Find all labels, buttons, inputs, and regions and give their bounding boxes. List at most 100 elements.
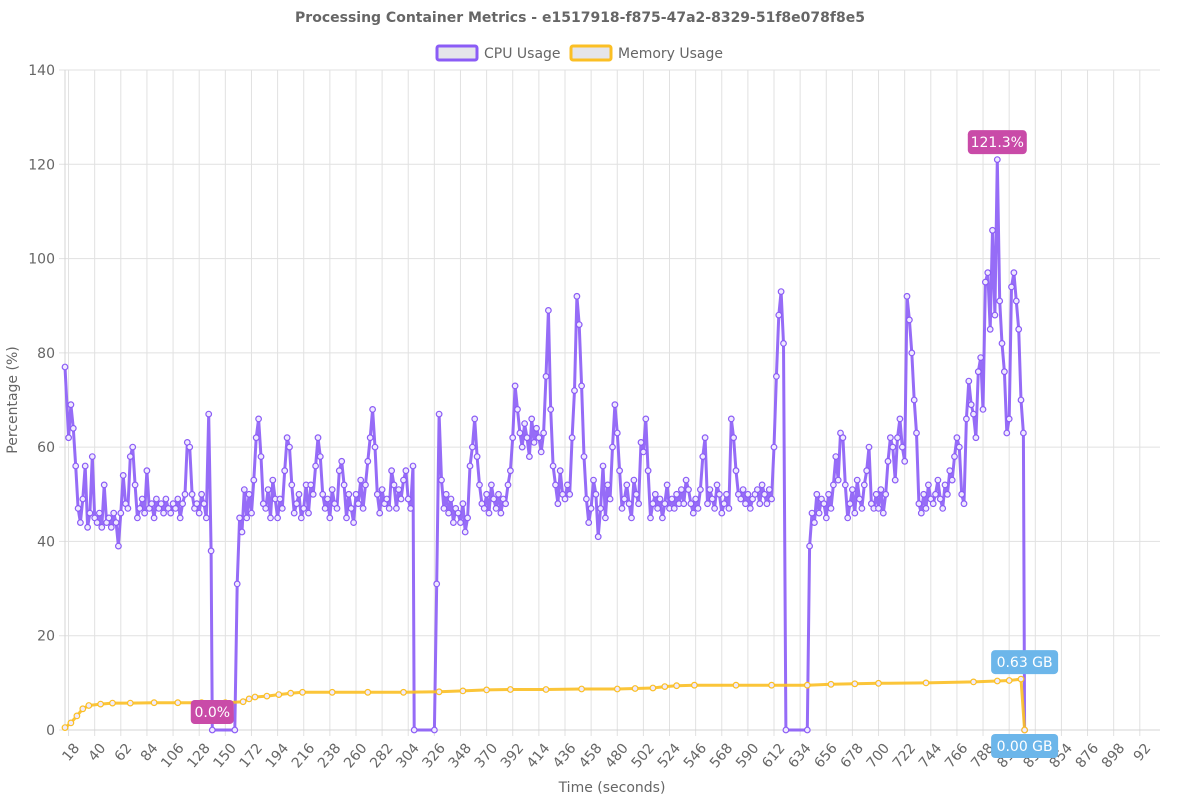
data-point-memory[interactable] <box>578 685 585 693</box>
data-point-cpu[interactable] <box>264 486 272 494</box>
data-point-cpu[interactable] <box>457 519 464 526</box>
data-point-cpu[interactable] <box>806 542 813 550</box>
data-point-cpu[interactable] <box>236 514 244 522</box>
data-point-memory[interactable] <box>435 688 443 696</box>
data-point-memory[interactable] <box>483 686 491 694</box>
data-point-cpu[interactable] <box>540 429 547 437</box>
data-point-cpu[interactable] <box>998 340 1006 347</box>
data-point-cpu[interactable] <box>858 505 866 512</box>
data-point-cpu[interactable] <box>552 481 559 489</box>
data-point-cpu[interactable] <box>100 481 108 489</box>
data-point-cpu[interactable] <box>929 500 937 508</box>
data-point-memory[interactable] <box>542 686 550 693</box>
data-point-cpu[interactable] <box>730 434 737 442</box>
data-point-cpu[interactable] <box>851 509 859 517</box>
data-point-cpu[interactable] <box>834 476 842 484</box>
data-point-cpu[interactable] <box>832 453 840 461</box>
data-point-cpu[interactable] <box>376 509 384 517</box>
data-point-cpu[interactable] <box>369 406 377 413</box>
data-point-cpu[interactable] <box>193 500 201 508</box>
data-point-cpu[interactable] <box>922 505 930 512</box>
data-point-cpu[interactable] <box>860 481 868 489</box>
data-point-cpu[interactable] <box>616 467 623 475</box>
data-point-cpu[interactable] <box>951 453 958 461</box>
data-point-cpu[interactable] <box>402 467 410 475</box>
data-point-cpu[interactable] <box>286 443 293 451</box>
data-point-cpu[interactable] <box>312 462 320 470</box>
data-point-cpu[interactable] <box>174 495 182 503</box>
data-point-cpu[interactable] <box>504 481 512 489</box>
data-point-cpu[interactable] <box>129 443 137 451</box>
data-point-cpu[interactable] <box>592 490 600 498</box>
data-point-cpu[interactable] <box>502 500 510 508</box>
data-point-cpu[interactable] <box>989 226 996 234</box>
data-point-cpu[interactable] <box>782 726 790 734</box>
data-point-cpu[interactable] <box>894 434 901 442</box>
data-point-cpu[interactable] <box>647 514 654 522</box>
data-point-cpu[interactable] <box>939 505 947 512</box>
data-point-memory[interactable] <box>67 719 75 727</box>
data-point-cpu[interactable] <box>925 481 932 489</box>
data-point-cpu[interactable] <box>853 476 861 484</box>
data-point-cpu[interactable] <box>442 490 450 498</box>
data-point-memory[interactable] <box>661 683 669 690</box>
data-point-cpu[interactable] <box>765 486 773 494</box>
data-point-cpu[interactable] <box>609 443 616 451</box>
data-point-cpu[interactable] <box>585 519 593 526</box>
data-point-cpu[interactable] <box>188 490 196 498</box>
data-point-cpu[interactable] <box>635 500 642 508</box>
data-point-cpu[interactable] <box>283 434 291 442</box>
data-point-cpu[interactable] <box>395 486 403 494</box>
data-point-cpu[interactable] <box>252 434 260 442</box>
data-point-cpu[interactable] <box>630 476 638 484</box>
data-point-cpu[interactable] <box>281 467 289 475</box>
data-point-cpu[interactable] <box>573 292 581 300</box>
data-point-cpu[interactable] <box>974 368 982 376</box>
data-point-cpu[interactable] <box>917 509 925 517</box>
data-point-cpu[interactable] <box>316 453 324 461</box>
data-point-cpu[interactable] <box>668 495 676 503</box>
data-point-cpu[interactable] <box>756 500 764 508</box>
data-point-cpu[interactable] <box>195 509 203 517</box>
data-point-cpu[interactable] <box>117 509 125 517</box>
data-point-cpu[interactable] <box>827 505 835 512</box>
data-point-cpu[interactable] <box>773 373 780 380</box>
data-point-memory[interactable] <box>287 689 295 697</box>
data-point-cpu[interactable] <box>290 509 298 517</box>
data-point-memory[interactable] <box>827 680 835 688</box>
data-point-cpu[interactable] <box>706 486 714 494</box>
data-point-cpu[interactable] <box>314 434 322 442</box>
data-point-cpu[interactable] <box>514 406 521 413</box>
data-point-cpu[interactable] <box>269 476 277 484</box>
data-point-cpu[interactable] <box>138 495 146 503</box>
data-point-cpu[interactable] <box>725 505 733 512</box>
data-point-cpu[interactable] <box>404 495 412 503</box>
data-point-memory[interactable] <box>61 724 69 731</box>
data-point-cpu[interactable] <box>915 500 923 508</box>
data-point-cpu[interactable] <box>694 505 702 512</box>
data-point-cpu[interactable] <box>564 481 571 489</box>
data-point-cpu[interactable] <box>737 495 745 503</box>
data-point-memory[interactable] <box>922 679 930 687</box>
data-point-cpu[interactable] <box>533 424 540 432</box>
data-point-cpu[interactable] <box>131 481 139 489</box>
data-point-memory[interactable] <box>263 692 271 700</box>
data-point-cpu[interactable] <box>808 509 816 517</box>
data-point-memory[interactable] <box>400 688 407 696</box>
data-point-cpu[interactable] <box>72 462 80 470</box>
data-point-cpu[interactable] <box>879 509 887 517</box>
legend-item-cpu[interactable]: CPU Usage <box>435 44 561 62</box>
data-point-memory[interactable] <box>174 699 182 707</box>
data-point-cpu[interactable] <box>267 514 274 522</box>
data-point-cpu[interactable] <box>768 495 775 503</box>
data-point-memory[interactable] <box>1017 675 1025 683</box>
data-point-cpu[interactable] <box>364 457 372 465</box>
data-point-memory[interactable] <box>1005 677 1013 684</box>
data-point-cpu[interactable] <box>936 495 944 503</box>
data-point-cpu[interactable] <box>946 467 954 475</box>
data-point-cpu[interactable] <box>450 519 457 526</box>
data-point-cpu[interactable] <box>640 448 647 456</box>
data-point-cpu[interactable] <box>202 514 210 522</box>
data-point-cpu[interactable] <box>884 457 892 465</box>
data-point-cpu[interactable] <box>687 500 695 508</box>
